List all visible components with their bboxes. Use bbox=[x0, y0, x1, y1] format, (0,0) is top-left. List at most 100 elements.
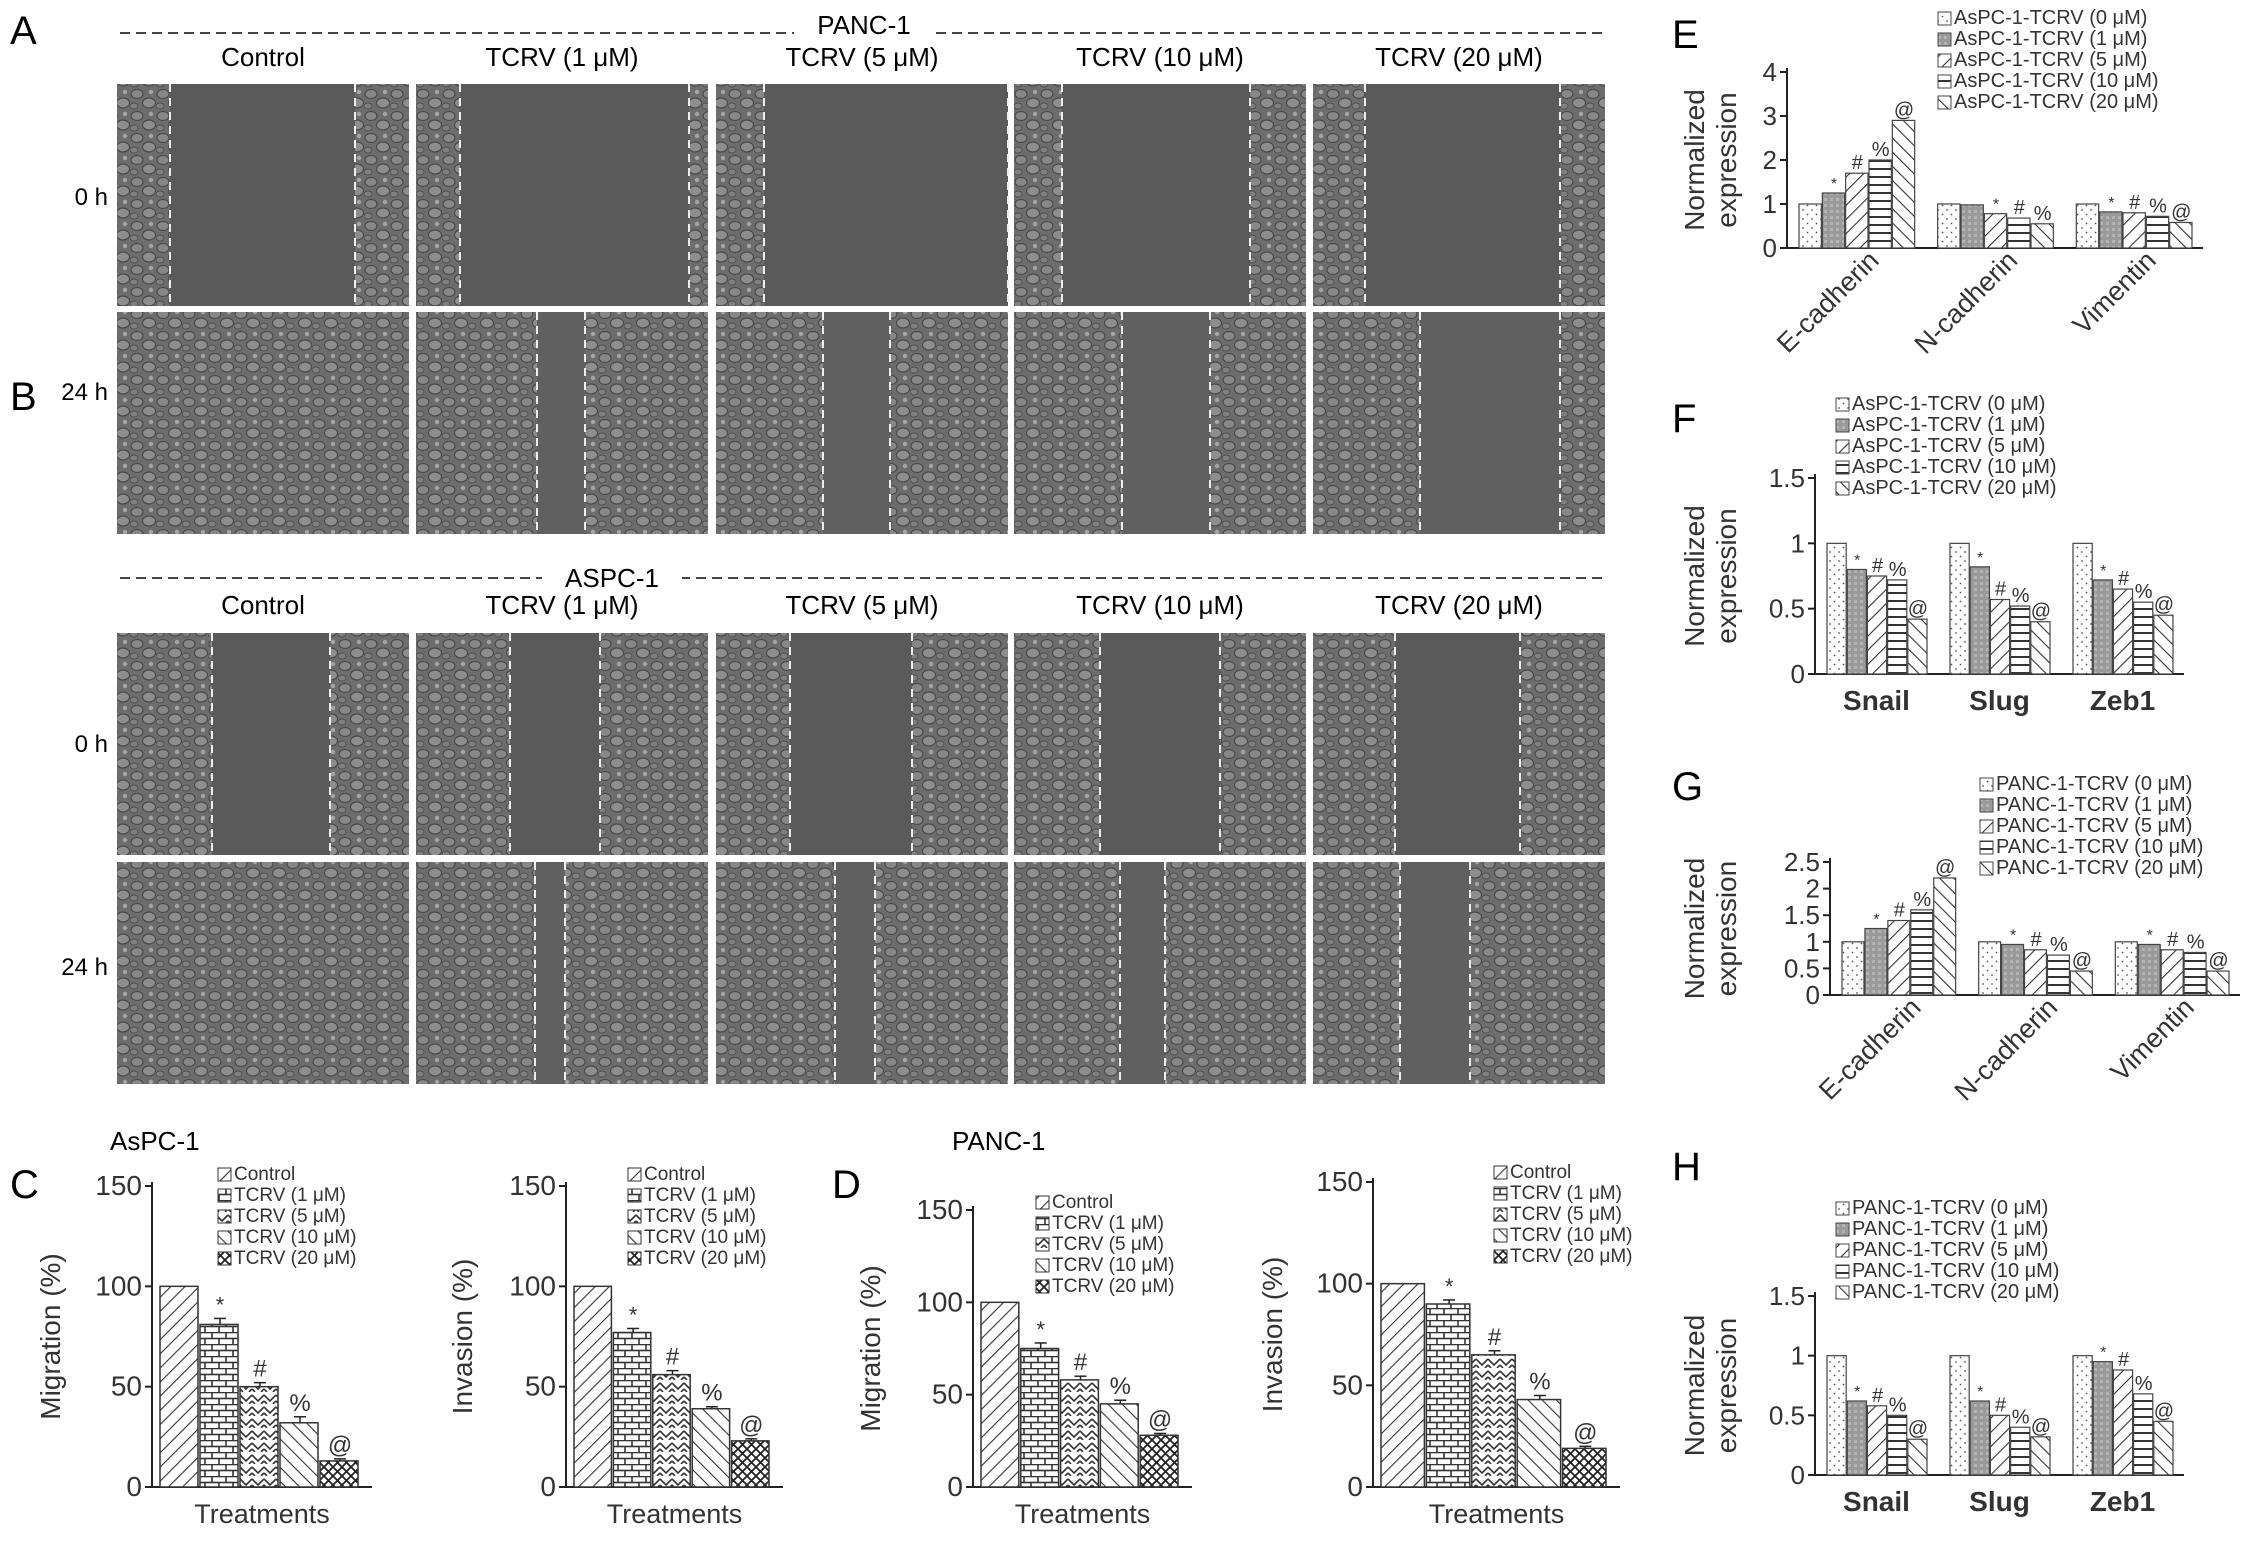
legend-label: AsPC-1-TCRV (5 μM) bbox=[1852, 435, 2045, 457]
wound-gap bbox=[835, 862, 875, 1084]
wound-gap bbox=[1122, 312, 1210, 534]
bar bbox=[1978, 941, 2002, 996]
bar bbox=[319, 1460, 359, 1488]
y-tick-label: 0 bbox=[1763, 233, 1777, 263]
bar bbox=[1826, 542, 1847, 675]
legend-swatch bbox=[1835, 1285, 1850, 1300]
bar bbox=[2183, 951, 2207, 996]
significance-marker: @ bbox=[2154, 594, 2174, 616]
bar bbox=[1907, 618, 1928, 675]
significance-marker: % bbox=[2034, 203, 2052, 225]
legend-swatch bbox=[1493, 1207, 1508, 1222]
y-axis-label: Migration (%) bbox=[855, 1265, 886, 1431]
bar bbox=[1099, 1403, 1139, 1488]
panel-a-header-gap bbox=[794, 19, 934, 47]
bar bbox=[1868, 159, 1892, 249]
legend-label: TCRV (10 μM) bbox=[644, 1227, 767, 1248]
significance-marker: # bbox=[1074, 1349, 1088, 1376]
x-axis-label: Treatments bbox=[1429, 1499, 1565, 1529]
wound-gap bbox=[170, 84, 355, 306]
legend-label: AsPC-1-TCRV (0 μM) bbox=[1954, 7, 2147, 29]
legend-swatch bbox=[1835, 1222, 1850, 1237]
legend-swatch bbox=[627, 1251, 642, 1266]
panel-b-column-label: TCRV (20 μM) bbox=[1375, 590, 1543, 620]
significance-marker: * bbox=[1993, 197, 1999, 214]
legend-label: PANC-1-TCRV (20 μM) bbox=[1996, 857, 2203, 879]
wound-gap bbox=[1365, 84, 1560, 306]
significance-marker: * bbox=[629, 1302, 638, 1327]
x-tick-label: Snail bbox=[1843, 1486, 1910, 1517]
legend-swatch bbox=[1835, 1243, 1850, 1258]
legend-label: AsPC-1-TCRV (1 μM) bbox=[1852, 414, 2045, 436]
bar bbox=[1866, 1405, 1888, 1476]
bar bbox=[1910, 909, 1934, 996]
y-tick-label: 150 bbox=[916, 1194, 963, 1225]
legend-label: Control bbox=[1510, 1162, 1571, 1183]
wound-gap bbox=[1395, 633, 1520, 855]
significance-marker: @ bbox=[2031, 1416, 2051, 1438]
wound-gap bbox=[790, 633, 912, 855]
bar bbox=[1846, 1400, 1867, 1476]
bar bbox=[1969, 1400, 1990, 1476]
legend-swatch bbox=[1835, 460, 1850, 475]
bar bbox=[1866, 575, 1888, 675]
significance-marker: % bbox=[2149, 195, 2167, 217]
legend-swatch bbox=[1937, 11, 1952, 26]
panel-letter-a: A bbox=[10, 9, 37, 53]
significance-marker: @ bbox=[2072, 950, 2092, 972]
legend-swatch bbox=[1035, 1216, 1050, 1231]
panel-b-row-label: 24 h bbox=[61, 954, 108, 981]
y-tick-label: 2 bbox=[1806, 874, 1820, 904]
x-tick-label: E-cadherin bbox=[1813, 992, 1927, 1106]
micrograph-b-1-0 bbox=[117, 862, 409, 1084]
y-tick-label: 100 bbox=[95, 1270, 142, 1301]
significance-marker: # bbox=[2014, 197, 2026, 219]
significance-marker: % bbox=[1529, 1369, 1550, 1396]
bar bbox=[2153, 1420, 2174, 1476]
y-tick-label: 1.5 bbox=[1769, 463, 1805, 493]
significance-marker: * bbox=[2100, 563, 2106, 580]
micrograph-layer: Control TCRV (1 μM) TCRV (5 μM) TCRV (10 μM… bbox=[61, 19, 1605, 1084]
y-tick-label: 0 bbox=[1347, 1471, 1363, 1502]
bar bbox=[2122, 212, 2146, 249]
y-axis-label: Normalized bbox=[1679, 1315, 1710, 1457]
panel-a-column-label: TCRV (20 μM) bbox=[1375, 42, 1543, 72]
bar bbox=[239, 1385, 279, 1488]
significance-marker: % bbox=[2187, 931, 2205, 953]
bar bbox=[1846, 568, 1867, 675]
bar bbox=[652, 1373, 691, 1488]
significance-marker: % bbox=[289, 1390, 310, 1417]
legend-label: TCRV (5 μM) bbox=[1052, 1234, 1164, 1255]
legend-swatch bbox=[1937, 95, 1952, 110]
bar bbox=[1425, 1303, 1471, 1488]
legend-swatch bbox=[627, 1209, 642, 1224]
panel-letter-f: F bbox=[1672, 397, 1696, 441]
significance-marker: # bbox=[2118, 1349, 2130, 1371]
panel-a-column-label: TCRV (1 μM) bbox=[485, 42, 638, 72]
y-axis-label: expression bbox=[1711, 1318, 1742, 1453]
significance-marker: # bbox=[253, 1356, 267, 1383]
y-axis-label: Invasion (%) bbox=[1257, 1257, 1288, 1413]
legend-swatch bbox=[1937, 53, 1952, 68]
significance-marker: * bbox=[2010, 927, 2016, 944]
significance-marker: # bbox=[1488, 1324, 1502, 1351]
significance-marker: % bbox=[1889, 559, 1907, 581]
y-tick-label: 150 bbox=[1316, 1166, 1363, 1197]
wound-gap bbox=[764, 84, 1008, 306]
bar bbox=[2009, 605, 2031, 675]
bar bbox=[1989, 598, 2011, 675]
panel-letter-c: C bbox=[10, 1163, 39, 1207]
panel-b-cell-line: ASPC-1 bbox=[565, 563, 659, 593]
y-tick-label: 1.5 bbox=[1769, 1281, 1805, 1311]
significance-marker: @ bbox=[2154, 1400, 2174, 1422]
significance-marker: * bbox=[1873, 912, 1879, 929]
y-axis-label: Invasion (%) bbox=[447, 1259, 478, 1415]
y-tick-label: 1 bbox=[1791, 1341, 1805, 1371]
legend-label: TCRV (10 μM) bbox=[234, 1227, 357, 1248]
bar bbox=[1989, 1414, 2011, 1476]
bar bbox=[1949, 542, 1970, 675]
panel-b-column-label: Control bbox=[221, 590, 305, 620]
significance-marker: % bbox=[1889, 1394, 1907, 1416]
chart-c-invasion: 0 50 100 150 Invasion (%) * #% @ Treatments Contr… bbox=[447, 1164, 783, 1529]
legend-swatch bbox=[1937, 74, 1952, 89]
